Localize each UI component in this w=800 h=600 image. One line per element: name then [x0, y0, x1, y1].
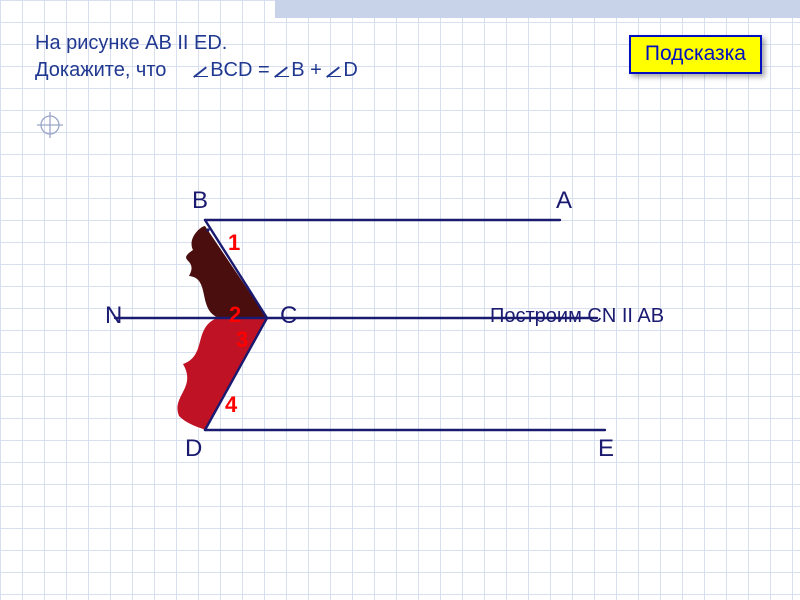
angle-icon	[327, 63, 341, 77]
point-label-D: D	[185, 435, 202, 463]
problem-line2: Докажите, что BCD = B + D	[35, 57, 358, 84]
angle-label-4: 4	[225, 392, 237, 418]
point-label-C: C	[280, 302, 297, 330]
construction-text: Построим CN II AB	[490, 305, 664, 328]
point-label-A: A	[556, 187, 572, 215]
angle-icon	[275, 63, 289, 77]
angle-label-1: 1	[228, 230, 240, 256]
angle-label-3: 3	[236, 327, 248, 353]
hint-button[interactable]: Подсказка	[629, 35, 762, 74]
problem-statement: На рисунке AB II ED. Докажите, что BCD =…	[35, 30, 358, 84]
angle-label-2: 2	[229, 302, 241, 328]
point-label-E: E	[598, 435, 614, 463]
angle-icon	[194, 63, 208, 77]
geometry-stage	[0, 0, 800, 600]
problem-line1: На рисунке AB II ED.	[35, 30, 358, 57]
point-label-N: N	[105, 302, 122, 330]
slide-marker-icon	[35, 110, 65, 140]
point-label-B: B	[192, 187, 208, 215]
